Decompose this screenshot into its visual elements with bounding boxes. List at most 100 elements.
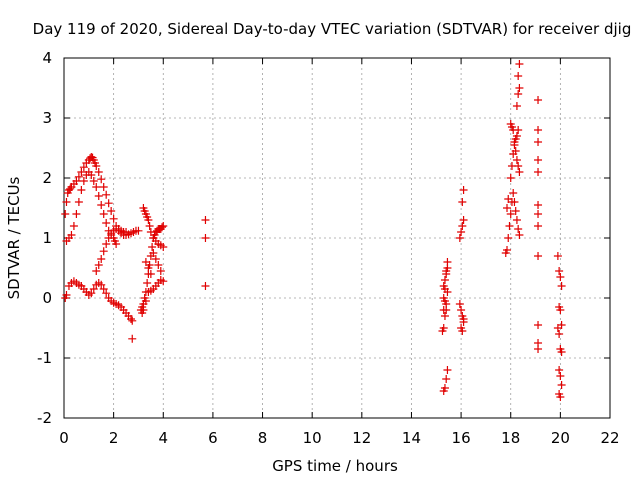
data-point — [440, 312, 449, 320]
data-point — [514, 90, 523, 98]
series-isolated-5-7h — [201, 216, 210, 290]
data-point — [534, 252, 543, 260]
series-rising-branch — [92, 225, 131, 275]
y-tick-label: -2 — [37, 409, 52, 427]
data-point — [92, 183, 101, 191]
data-point — [99, 247, 108, 256]
data-point — [556, 372, 565, 380]
data-point — [443, 366, 452, 374]
data-point — [534, 210, 543, 218]
x-tick-label: 4 — [158, 429, 168, 447]
data-point — [74, 198, 83, 206]
data-point — [553, 252, 562, 260]
data-point — [534, 222, 543, 230]
data-point — [156, 267, 165, 275]
data-point — [146, 270, 155, 278]
data-point — [159, 222, 168, 230]
data-point — [534, 345, 543, 353]
data-point — [515, 60, 524, 68]
data-point — [555, 267, 564, 275]
data-point — [534, 168, 543, 176]
data-point — [94, 168, 103, 176]
data-point — [128, 334, 137, 343]
data-point — [97, 201, 106, 209]
series-cluster-3-4h — [136, 204, 168, 317]
y-axis-label: SDTVAR / TECUs — [5, 176, 23, 299]
series-upper-arc — [61, 153, 143, 239]
data-point — [141, 258, 150, 266]
data-point — [72, 210, 81, 218]
x-tick-label: 8 — [258, 429, 268, 447]
data-point — [61, 210, 70, 218]
data-point — [440, 297, 449, 305]
chart-title: Day 119 of 2020, Sidereal Day-to-day VTE… — [33, 20, 632, 38]
data-point — [134, 226, 143, 235]
series-second-arc — [62, 168, 121, 248]
data-point — [455, 300, 464, 308]
data-point — [439, 324, 448, 332]
data-point — [534, 321, 543, 329]
data-point — [144, 264, 153, 272]
data-point — [512, 156, 521, 164]
data-point — [107, 207, 116, 215]
data-point — [534, 138, 543, 146]
data-point — [66, 184, 75, 193]
data-point — [504, 234, 513, 242]
data-point — [99, 183, 108, 191]
data-point — [503, 204, 512, 212]
data-point — [534, 156, 543, 164]
data-point — [104, 199, 113, 208]
data-point — [102, 289, 111, 298]
y-tick-label: -1 — [37, 349, 52, 367]
x-tick-label: 0 — [59, 429, 69, 447]
data-point — [439, 306, 448, 314]
x-tick-label: 12 — [352, 429, 371, 447]
series-cluster-19-1h — [534, 96, 543, 353]
data-point — [534, 126, 543, 134]
data-point — [201, 216, 210, 224]
data-point — [201, 234, 210, 242]
data-point — [154, 261, 163, 269]
data-point — [99, 210, 108, 218]
x-tick-label: 2 — [109, 429, 119, 447]
data-point — [534, 96, 543, 104]
data-point — [510, 198, 519, 206]
x-tick-label: 16 — [452, 429, 471, 447]
data-point — [102, 240, 111, 248]
data-point — [89, 285, 98, 293]
y-tick-label: 0 — [42, 289, 52, 307]
data-point — [97, 255, 106, 263]
x-tick-label: 18 — [501, 429, 520, 447]
data-point — [505, 222, 514, 230]
data-point — [515, 84, 524, 92]
data-point — [515, 168, 524, 176]
y-tick-label: 2 — [42, 169, 52, 187]
data-point — [556, 306, 565, 314]
data-point — [201, 282, 210, 290]
data-point — [512, 132, 521, 140]
data-point — [512, 102, 521, 110]
data-point — [159, 243, 168, 251]
data-point — [148, 243, 157, 251]
data-point — [556, 273, 565, 281]
data-point — [141, 297, 150, 305]
data-point — [151, 255, 160, 263]
data-point — [143, 279, 152, 287]
data-point — [512, 216, 521, 224]
data-point — [511, 207, 520, 215]
data-point — [87, 289, 96, 298]
series-outlier — [128, 334, 137, 343]
data-point — [458, 222, 467, 230]
data-point — [440, 276, 449, 284]
data-point — [511, 147, 520, 155]
data-point — [553, 324, 562, 332]
data-point — [442, 270, 451, 278]
grid — [64, 58, 610, 418]
data-point — [514, 72, 523, 80]
data-point — [89, 177, 98, 185]
data-point — [94, 261, 103, 269]
data-point — [149, 249, 158, 257]
data-point — [457, 228, 466, 236]
data-point — [459, 216, 468, 224]
